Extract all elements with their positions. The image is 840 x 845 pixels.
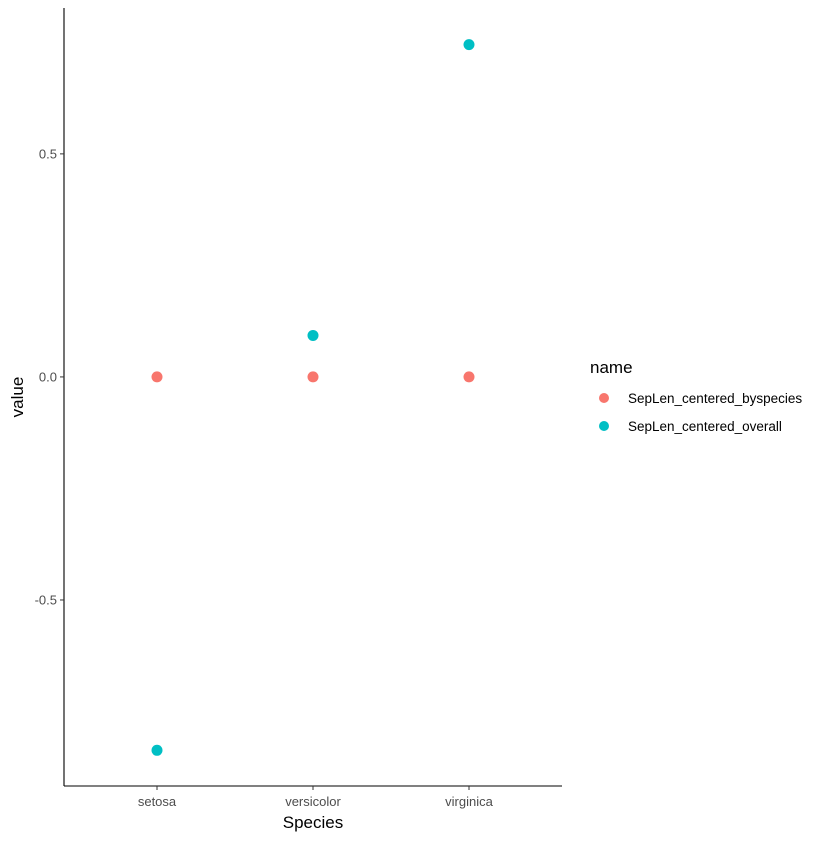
data-point xyxy=(307,371,319,383)
data-point xyxy=(463,39,475,51)
x-tick-label: versicolor xyxy=(285,794,341,809)
legend-label-overall: SepLen_centered_overall xyxy=(628,419,782,434)
x-axis-label: Species xyxy=(283,813,343,832)
x-tick-label: setosa xyxy=(138,794,177,809)
x-tick-label: virginica xyxy=(445,794,493,809)
data-point xyxy=(151,744,163,756)
legend-title: name xyxy=(590,358,633,377)
data-point xyxy=(463,371,475,383)
legend-key-byspecies xyxy=(599,393,609,403)
axes: -0.5 0.0 0.5 setosa versicolor virginica xyxy=(35,8,562,809)
legend-label-byspecies: SepLen_centered_byspecies xyxy=(628,391,802,406)
data-point xyxy=(151,371,163,383)
data-point xyxy=(307,329,319,341)
legend-key-overall xyxy=(599,421,609,431)
points xyxy=(151,39,475,756)
y-axis-label: value xyxy=(8,377,27,418)
legend: name SepLen_centered_byspecies SepLen_ce… xyxy=(590,358,802,434)
y-tick-label: 0.0 xyxy=(39,369,57,384)
y-tick-label: -0.5 xyxy=(35,592,57,607)
y-tick-label: 0.5 xyxy=(39,146,57,161)
